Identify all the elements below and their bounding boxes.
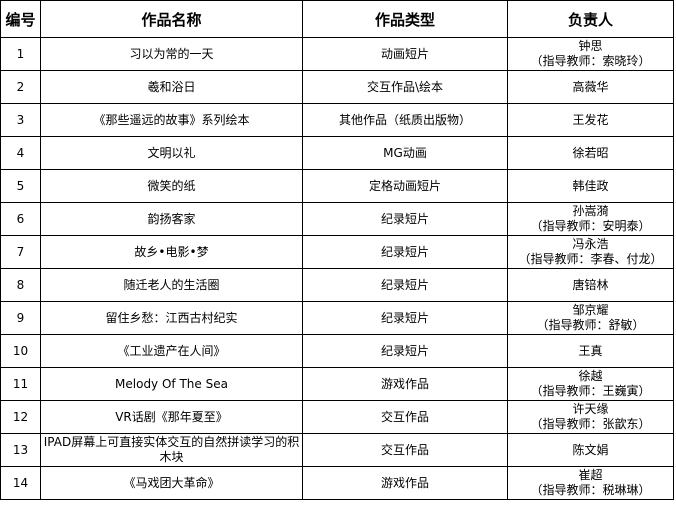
number-cell: 1 bbox=[0, 37, 41, 71]
title-cell: IPAD屏幕上可直接实体交互的自然拼读学习的积木块 bbox=[40, 433, 303, 467]
person-line: 孙嵩漪 bbox=[572, 204, 609, 218]
person-line: （指导教师：王巍寅） bbox=[530, 384, 651, 398]
row: 4 文明以礼 MG动画 徐若昭 bbox=[0, 136, 674, 170]
type-cell: 交互作品 bbox=[302, 400, 508, 434]
title-cell: 《那些遥远的故事》系列绘本 bbox=[40, 103, 303, 137]
row: 13 IPAD屏幕上可直接实体交互的自然拼读学习的积木块 交互作品 陈文娟 bbox=[0, 433, 674, 467]
person-line: （指导教师：税琳琳） bbox=[530, 483, 651, 497]
table-body: 1 习以为常的一天 动画短片 钟思 （指导教师：索晓玲） 2 羲和浴日 交互作品\绘本 高薇华 3… bbox=[0, 37, 674, 500]
person-cell: 王真 bbox=[507, 334, 674, 368]
type-cell: 其他作品（纸质出版物） bbox=[302, 103, 508, 137]
number-cell: 12 bbox=[0, 400, 41, 434]
person-line: 陈文娟 bbox=[572, 442, 609, 457]
person-cell: 徐若昭 bbox=[507, 136, 674, 170]
person-line: 崔超 bbox=[578, 468, 603, 482]
row: 10 《工业遗产在人间》 纪录短片 王真 bbox=[0, 334, 674, 368]
type-cell: 交互作品 bbox=[302, 433, 508, 467]
header-cell: 编号 bbox=[0, 0, 41, 38]
type-cell: 纪录短片 bbox=[302, 202, 508, 236]
person-cell: 崔超 （指导教师：税琳琳） bbox=[507, 466, 674, 500]
number-cell: 6 bbox=[0, 202, 41, 236]
number-cell: 4 bbox=[0, 136, 41, 170]
type-cell: 游戏作品 bbox=[302, 466, 508, 500]
row: 14 《马戏团大革命》 游戏作品 崔超 （指导教师：税琳琳） bbox=[0, 466, 674, 500]
person-line: 王真 bbox=[578, 343, 603, 358]
number-cell: 2 bbox=[0, 70, 41, 104]
title-cell: 《马戏团大革命》 bbox=[40, 466, 303, 500]
header-cell: 负责人 bbox=[507, 0, 674, 38]
person-cell: 邹京耀 （指导教师：舒敏） bbox=[507, 301, 674, 335]
person-cell: 徐越 （指导教师：王巍寅） bbox=[507, 367, 674, 401]
person-line: 徐若昭 bbox=[572, 145, 609, 160]
person-cell: 韩佳政 bbox=[507, 169, 674, 203]
title-cell: 微笑的纸 bbox=[40, 169, 303, 203]
row: 3 《那些遥远的故事》系列绘本 其他作品（纸质出版物） 王发花 bbox=[0, 103, 674, 137]
header-row: 编号 作品名称 作品类型 负责人 bbox=[0, 0, 674, 38]
person-cell: 唐锫林 bbox=[507, 268, 674, 302]
number-cell: 14 bbox=[0, 466, 41, 500]
title-cell: 羲和浴日 bbox=[40, 70, 303, 104]
person-line: （指导教师：张歆东） bbox=[530, 417, 651, 431]
person-line: 许天缘 bbox=[572, 402, 609, 416]
title-cell: 文明以礼 bbox=[40, 136, 303, 170]
header-cell: 作品名称 bbox=[40, 0, 303, 38]
row: 8 随迁老人的生活圈 纪录短片 唐锫林 bbox=[0, 268, 674, 302]
type-cell: 纪录短片 bbox=[302, 301, 508, 335]
title-cell: Melody Of The Sea bbox=[40, 367, 303, 401]
person-line: 邹京耀 bbox=[572, 303, 609, 317]
number-cell: 3 bbox=[0, 103, 41, 137]
type-cell: 纪录短片 bbox=[302, 235, 508, 269]
person-line: 徐越 bbox=[578, 369, 603, 383]
person-line: （指导教师：舒敏） bbox=[536, 318, 645, 332]
person-cell: 高薇华 bbox=[507, 70, 674, 104]
person-line: （指导教师：李春、付龙） bbox=[518, 252, 663, 266]
title-cell: 《工业遗产在人间》 bbox=[40, 334, 303, 368]
title-cell: VR话剧《那年夏至》 bbox=[40, 400, 303, 434]
person-line: 高薇华 bbox=[572, 79, 609, 94]
person-line: 唐锫林 bbox=[572, 277, 609, 292]
number-cell: 13 bbox=[0, 433, 41, 467]
number-cell: 7 bbox=[0, 235, 41, 269]
person-cell: 孙嵩漪 （指导教师：安明泰） bbox=[507, 202, 674, 236]
type-cell: 交互作品\绘本 bbox=[302, 70, 508, 104]
type-cell: MG动画 bbox=[302, 136, 508, 170]
type-cell: 游戏作品 bbox=[302, 367, 508, 401]
number-cell: 11 bbox=[0, 367, 41, 401]
person-line: （指导教师：安明泰） bbox=[530, 219, 651, 233]
type-cell: 定格动画短片 bbox=[302, 169, 508, 203]
title-cell: 留住乡愁：江西古村纪实 bbox=[40, 301, 303, 335]
person-line: 冯永浩 bbox=[572, 237, 609, 251]
row: 9 留住乡愁：江西古村纪实 纪录短片 邹京耀 （指导教师：舒敏） bbox=[0, 301, 674, 335]
person-line: 王发花 bbox=[572, 112, 609, 127]
person-line: 钟思 bbox=[578, 39, 603, 53]
person-cell: 王发花 bbox=[507, 103, 674, 137]
title-cell: 随迁老人的生活圈 bbox=[40, 268, 303, 302]
row: 7 故乡•电影•梦 纪录短片 冯永浩 （指导教师：李春、付龙） bbox=[0, 235, 674, 269]
title-cell: 习以为常的一天 bbox=[40, 37, 303, 71]
header-cell: 作品类型 bbox=[302, 0, 508, 38]
number-cell: 10 bbox=[0, 334, 41, 368]
row: 5 微笑的纸 定格动画短片 韩佳政 bbox=[0, 169, 674, 203]
row: 11 Melody Of The Sea 游戏作品 徐越 （指导教师：王巍寅） bbox=[0, 367, 674, 401]
row: 12 VR话剧《那年夏至》 交互作品 许天缘 （指导教师：张歆东） bbox=[0, 400, 674, 434]
number-cell: 8 bbox=[0, 268, 41, 302]
row: 1 习以为常的一天 动画短片 钟思 （指导教师：索晓玲） bbox=[0, 37, 674, 71]
type-cell: 纪录短片 bbox=[302, 334, 508, 368]
row: 6 韵扬客家 纪录短片 孙嵩漪 （指导教师：安明泰） bbox=[0, 202, 674, 236]
number-cell: 9 bbox=[0, 301, 41, 335]
person-cell: 许天缘 （指导教师：张歆东） bbox=[507, 400, 674, 434]
title-cell: 韵扬客家 bbox=[40, 202, 303, 236]
row: 2 羲和浴日 交互作品\绘本 高薇华 bbox=[0, 70, 674, 104]
person-cell: 钟思 （指导教师：索晓玲） bbox=[507, 37, 674, 71]
person-cell: 冯永浩 （指导教师：李春、付龙） bbox=[507, 235, 674, 269]
type-cell: 纪录短片 bbox=[302, 268, 508, 302]
person-line: （指导教师：索晓玲） bbox=[530, 54, 651, 68]
person-line: 韩佳政 bbox=[572, 178, 609, 193]
person-cell: 陈文娟 bbox=[507, 433, 674, 467]
number-cell: 5 bbox=[0, 169, 41, 203]
title-cell: 故乡•电影•梦 bbox=[40, 235, 303, 269]
type-cell: 动画短片 bbox=[302, 37, 508, 71]
